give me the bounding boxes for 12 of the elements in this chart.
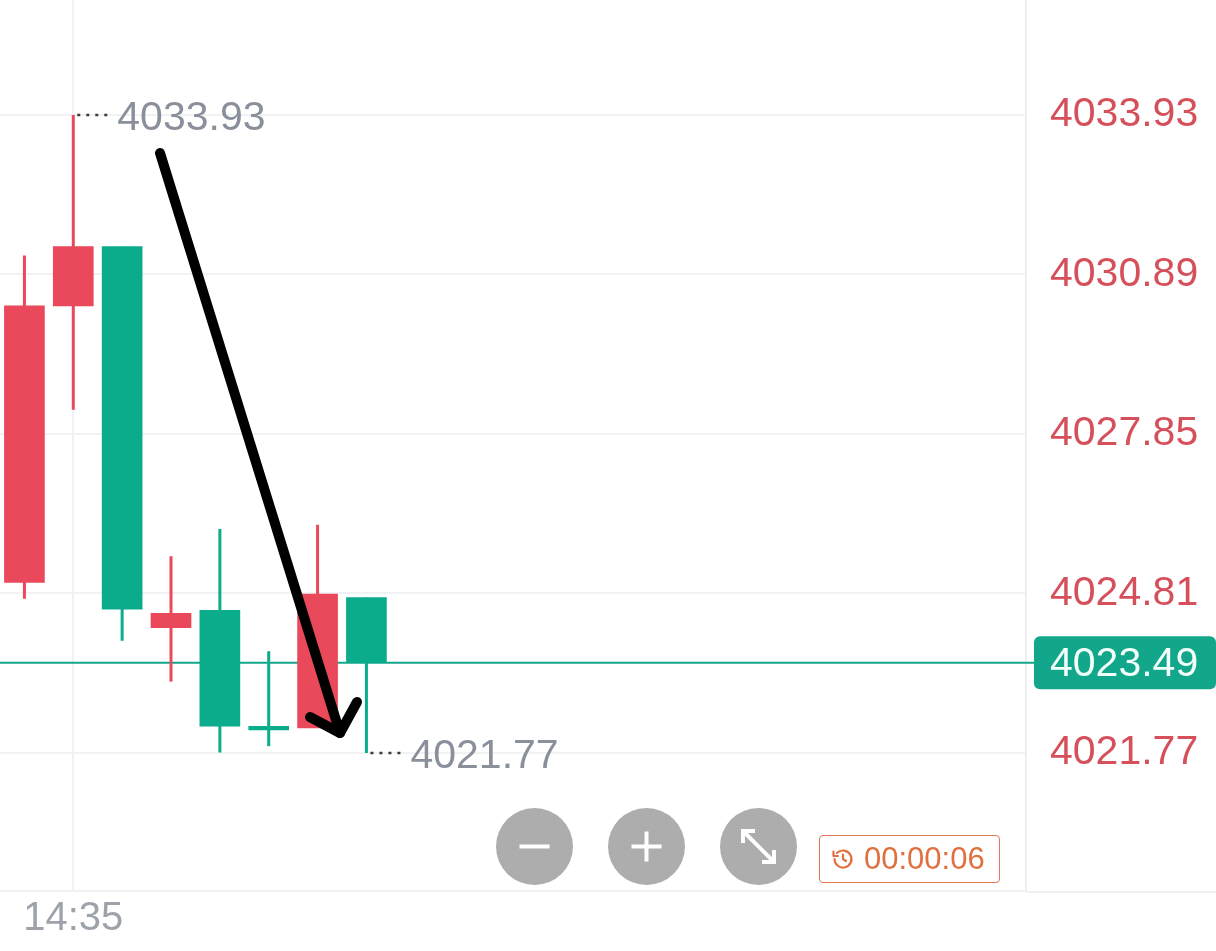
y-tick-label: 4033.93 (1050, 89, 1199, 136)
annotation: 4021.77 (410, 731, 559, 778)
y-tick-label: 4027.85 (1050, 408, 1199, 455)
x-tick-label: 14:35 (23, 894, 124, 939)
candlestick (150, 556, 192, 682)
y-tick-label: 4024.81 (1050, 567, 1199, 614)
y-tick-label: 4021.77 (1050, 727, 1199, 774)
timer-box: 00:00:06 (819, 835, 1000, 883)
annotation: 4033.93 (117, 93, 266, 140)
y-tick-label: 4030.89 (1050, 248, 1199, 295)
annotation: 00:00:06 (864, 841, 985, 876)
ref-line-label: 4023.49 (1050, 639, 1199, 686)
